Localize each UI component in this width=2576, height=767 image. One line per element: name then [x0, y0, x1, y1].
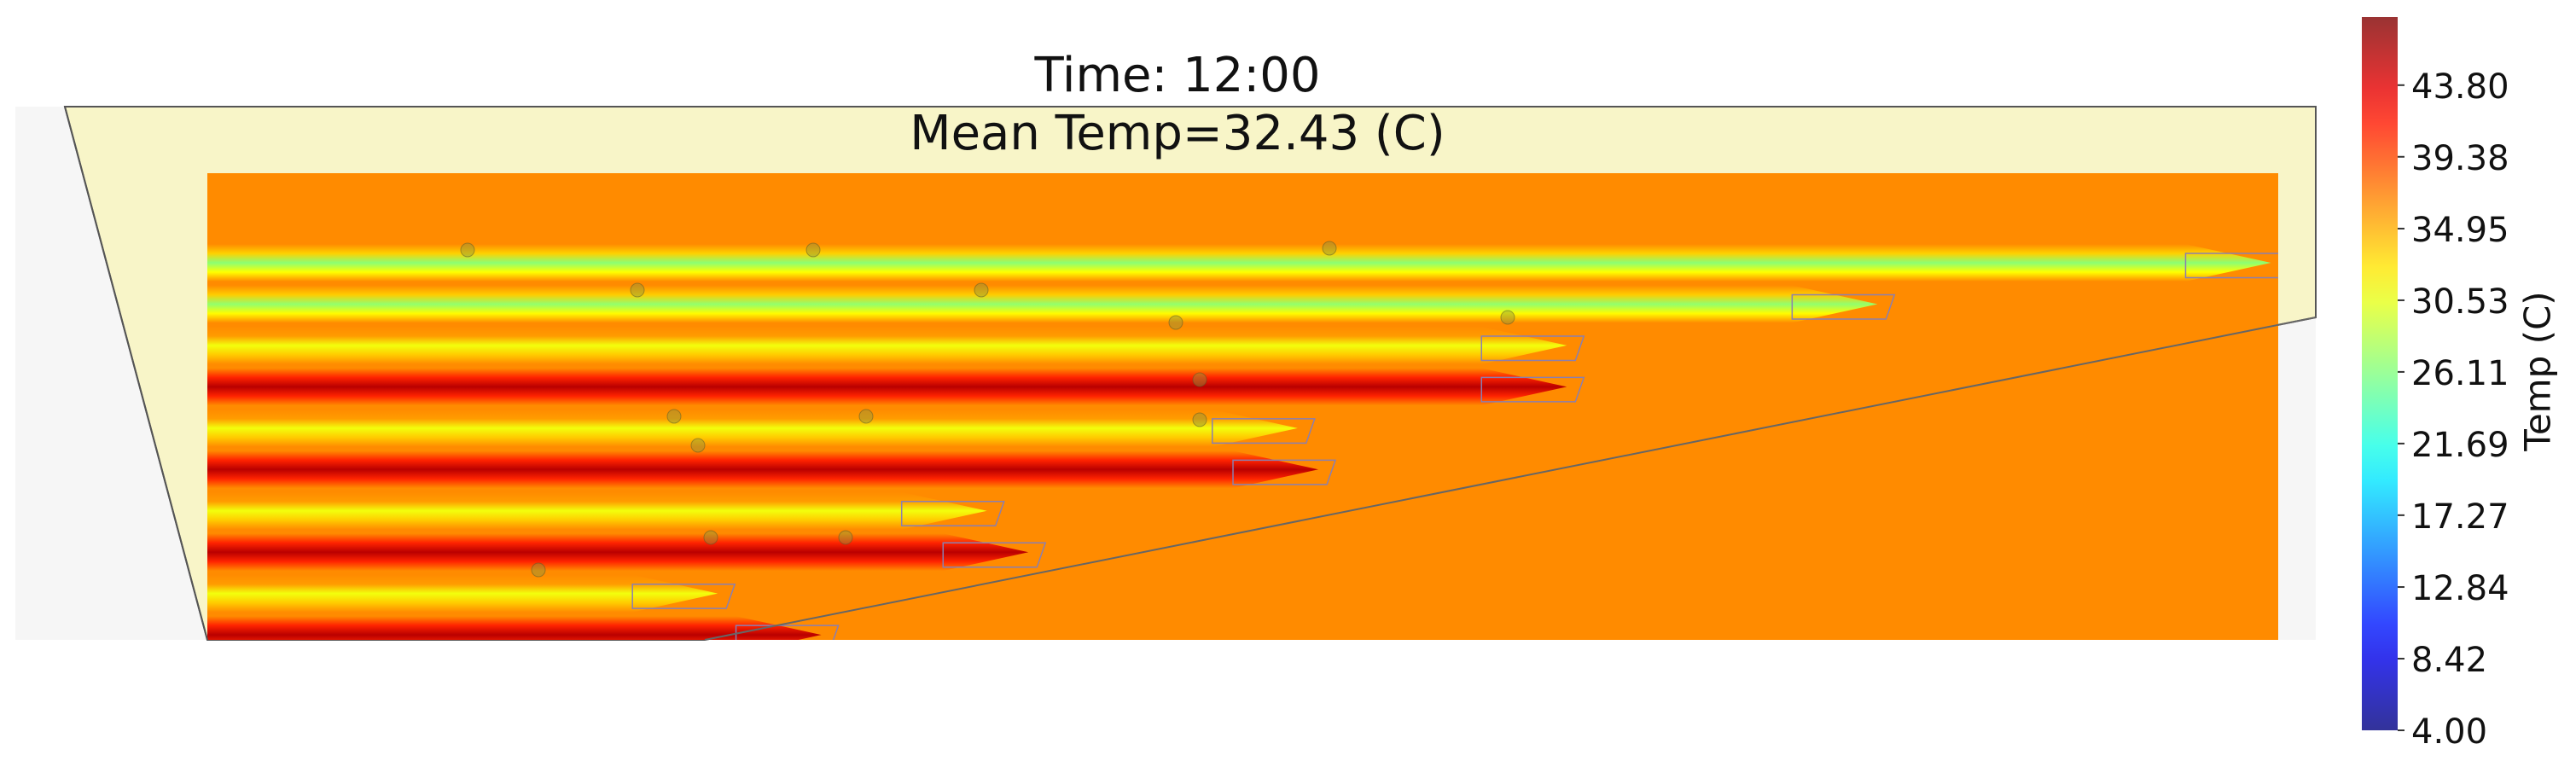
- sensor-point: [1322, 241, 1337, 256]
- sensor-point: [531, 562, 546, 578]
- temperature-band: [207, 285, 1878, 323]
- band-end-outline: [1791, 293, 1896, 320]
- sensor-point: [805, 242, 821, 258]
- sensor-point: [460, 242, 475, 258]
- chart-title-mean-temp: Mean Temp=32.43 (C): [910, 106, 1445, 161]
- temperature-band: [207, 491, 987, 530]
- colorbar-tick-label: 12.84: [2411, 569, 2509, 608]
- temperature-band: [207, 244, 2271, 282]
- sensor-point: [703, 530, 718, 545]
- domain-left-edge: [64, 106, 208, 641]
- band-end-outline: [2184, 253, 2278, 279]
- band-end-outline: [1480, 335, 1585, 362]
- band-end-outline: [942, 542, 1047, 568]
- temperature-band: [207, 368, 1567, 406]
- chart-title-time: Time: 12:00: [1034, 48, 1321, 103]
- sensor-point: [1192, 372, 1207, 387]
- temperature-band: [207, 326, 1567, 364]
- domain-diagonal-edge: [704, 317, 2317, 641]
- colorbar-label: Temp (C): [2516, 291, 2559, 451]
- colorbar-tick-label: 8.42: [2411, 641, 2487, 680]
- colorbar-tick-label: 17.27: [2411, 497, 2509, 537]
- temperature-band: [207, 409, 1298, 447]
- colorbar: [2362, 17, 2398, 730]
- temperature-band: [207, 533, 1029, 572]
- sensor-point: [690, 438, 706, 453]
- colorbar-tick-label: 39.38: [2411, 139, 2509, 178]
- sensor-point: [630, 282, 645, 298]
- colorbar-tick-label: 43.80: [2411, 67, 2509, 107]
- temperature-band: [207, 574, 718, 613]
- band-end-outline: [900, 501, 1005, 527]
- band-end-outline: [631, 583, 736, 609]
- temperature-bands: [207, 244, 2278, 640]
- colorbar-tick-label: 21.69: [2411, 426, 2509, 465]
- sensor-point: [666, 409, 682, 424]
- band-end-outline: [1212, 418, 1316, 445]
- sensor-point: [1500, 310, 1515, 325]
- band-end-outline: [735, 625, 840, 640]
- sensor-point: [858, 409, 874, 424]
- sensor-points: [460, 241, 1515, 578]
- sensor-point: [1192, 412, 1207, 427]
- sensor-point: [974, 282, 989, 298]
- colorbar-ticks: 4.00 8.42 12.84 17.27 21.69 26.11 30.53 34.95 39…: [2398, 67, 2509, 752]
- band-end-outline: [1232, 459, 1337, 485]
- temperature-band: [207, 616, 822, 640]
- colorbar-tick-label: 26.11: [2411, 354, 2509, 393]
- colorbar-tick-label: 34.95: [2411, 211, 2509, 250]
- sensor-point: [1168, 315, 1183, 330]
- temperature-band: [207, 450, 1319, 489]
- colorbar-tick-label: 30.53: [2411, 282, 2509, 322]
- band-end-outline: [1480, 376, 1585, 403]
- colorbar-tick-label: 4.00: [2411, 712, 2487, 752]
- sensor-point: [838, 530, 853, 545]
